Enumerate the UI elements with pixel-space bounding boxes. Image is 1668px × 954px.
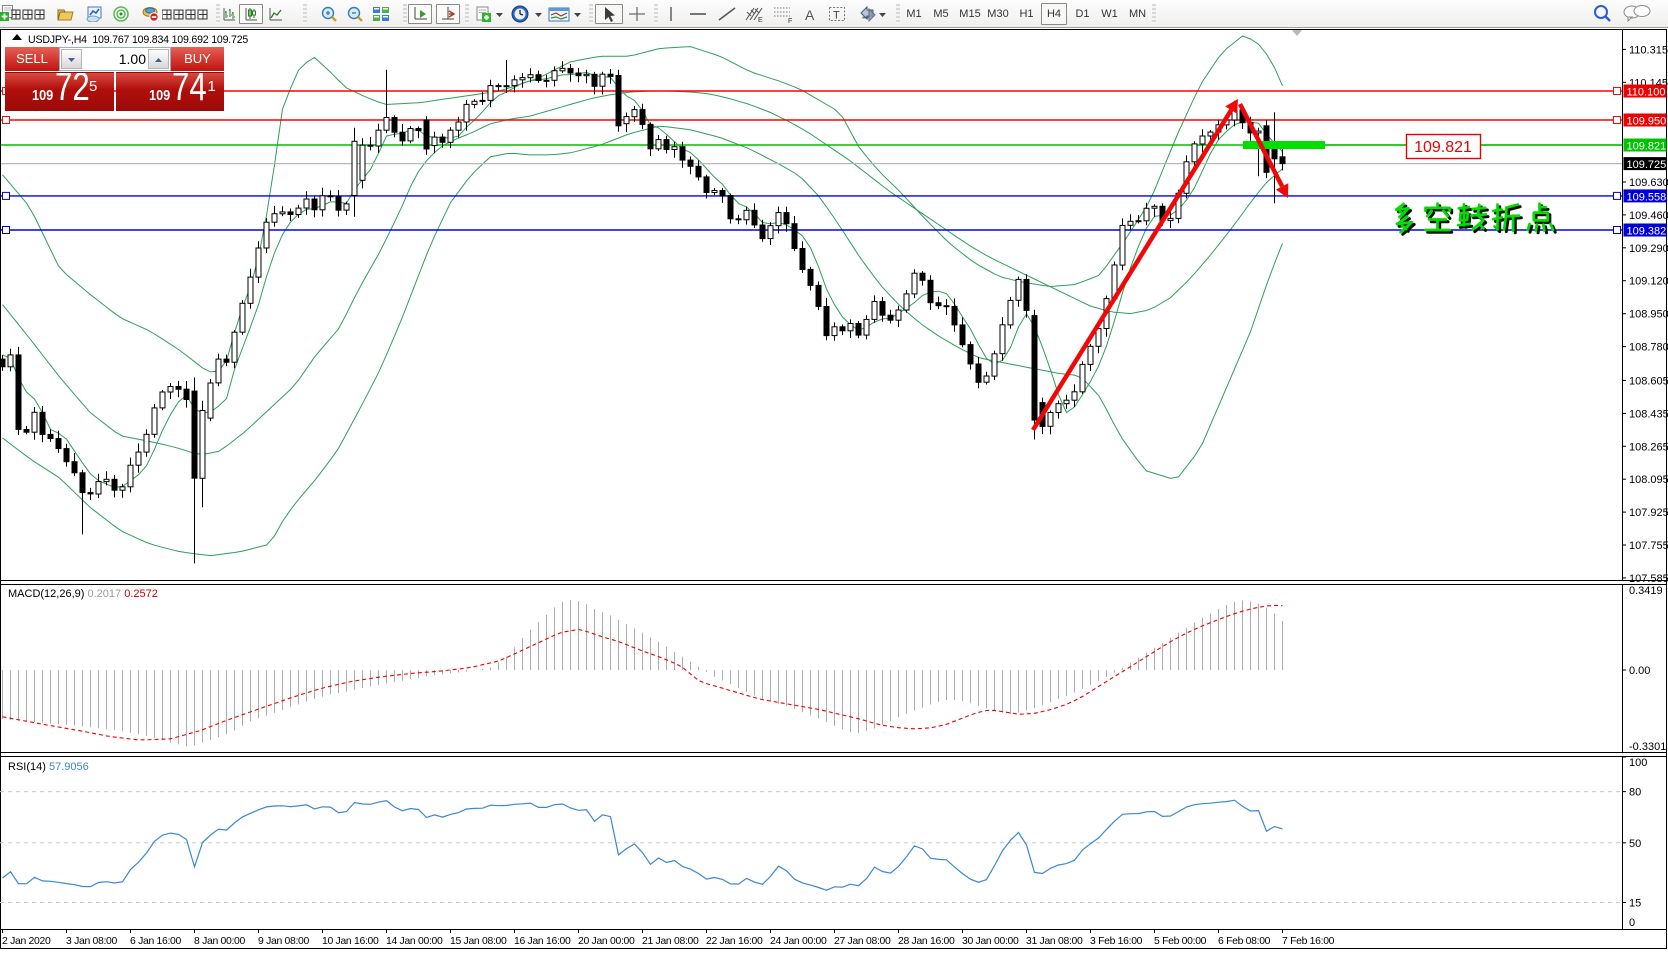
svg-text:80: 80 xyxy=(1629,787,1641,799)
svg-text:0.3419: 0.3419 xyxy=(1629,585,1663,597)
svg-text:6 Feb 08:00: 6 Feb 08:00 xyxy=(1218,936,1271,947)
svg-text:109.821: 109.821 xyxy=(1414,139,1472,156)
svg-text:110.315: 110.315 xyxy=(1629,44,1668,56)
svg-text:RSI(14) 57.9056: RSI(14) 57.9056 xyxy=(8,761,89,773)
svg-text:0: 0 xyxy=(1629,917,1635,929)
svg-text:108.605: 108.605 xyxy=(1629,375,1668,387)
svg-text:30 Jan 00:00: 30 Jan 00:00 xyxy=(962,936,1019,947)
svg-text:108.435: 108.435 xyxy=(1629,408,1668,420)
svg-text:109.821: 109.821 xyxy=(1627,141,1667,153)
svg-text:9 Jan 08:00: 9 Jan 08:00 xyxy=(258,936,310,947)
svg-text:A: A xyxy=(805,7,815,23)
svg-text:50: 50 xyxy=(1629,838,1641,850)
svg-text:109.630: 109.630 xyxy=(1629,177,1668,189)
svg-text:10 Jan 16:00: 10 Jan 16:00 xyxy=(322,936,379,947)
svg-text:108.950: 108.950 xyxy=(1629,309,1668,321)
svg-text:110.100: 110.100 xyxy=(1627,87,1666,99)
svg-text:24 Jan 00:00: 24 Jan 00:00 xyxy=(770,936,827,947)
svg-text:MACD(12,26,9) 0.2017 0.2572: MACD(12,26,9) 0.2017 0.2572 xyxy=(8,588,158,600)
svg-text:3 Jan 08:00: 3 Jan 08:00 xyxy=(66,936,118,947)
svg-text:108.780: 108.780 xyxy=(1629,342,1668,354)
svg-text:7 Feb 16:00: 7 Feb 16:00 xyxy=(1282,936,1335,947)
svg-text:108.095: 108.095 xyxy=(1629,474,1668,486)
svg-text:USDJPY-,H4 109.767 109.834 10: USDJPY-,H4 109.767 109.834 109.692 109.7… xyxy=(28,34,248,46)
svg-text:5 Feb 00:00: 5 Feb 00:00 xyxy=(1154,936,1207,947)
svg-text:109.725: 109.725 xyxy=(1627,159,1667,171)
svg-text:2 Jan 2020: 2 Jan 2020 xyxy=(2,936,51,947)
svg-text:27 Jan 08:00: 27 Jan 08:00 xyxy=(834,936,891,947)
svg-text:107.585: 107.585 xyxy=(1629,573,1668,585)
svg-text:108.265: 108.265 xyxy=(1629,441,1668,453)
svg-text:22 Jan 16:00: 22 Jan 16:00 xyxy=(706,936,763,947)
svg-text:109.120: 109.120 xyxy=(1629,276,1668,288)
svg-text:T: T xyxy=(833,10,840,22)
svg-text:16 Jan 16:00: 16 Jan 16:00 xyxy=(514,936,571,947)
svg-text:109.382: 109.382 xyxy=(1627,226,1667,238)
svg-text:F: F xyxy=(788,18,792,24)
svg-text:8 Jan 00:00: 8 Jan 00:00 xyxy=(194,936,246,947)
svg-text:109.460: 109.460 xyxy=(1629,210,1668,222)
svg-text:109.950: 109.950 xyxy=(1627,116,1667,128)
svg-text:0.00: 0.00 xyxy=(1629,665,1650,677)
svg-text:6 Jan 16:00: 6 Jan 16:00 xyxy=(130,936,182,947)
svg-text:3 Feb 16:00: 3 Feb 16:00 xyxy=(1090,936,1143,947)
svg-text:31 Jan 08:00: 31 Jan 08:00 xyxy=(1026,936,1083,947)
svg-text:15 Jan 08:00: 15 Jan 08:00 xyxy=(450,936,507,947)
svg-text:14 Jan 00:00: 14 Jan 00:00 xyxy=(386,936,443,947)
svg-text:E: E xyxy=(758,17,763,24)
svg-text:109.558: 109.558 xyxy=(1627,191,1667,203)
svg-text:100: 100 xyxy=(1629,757,1647,769)
svg-text:107.925: 107.925 xyxy=(1629,507,1668,519)
svg-text:107.755: 107.755 xyxy=(1629,540,1668,552)
svg-text:20 Jan 00:00: 20 Jan 00:00 xyxy=(578,936,635,947)
svg-text:21 Jan 08:00: 21 Jan 08:00 xyxy=(642,936,699,947)
svg-text:28 Jan 16:00: 28 Jan 16:00 xyxy=(898,936,955,947)
svg-text:-0.3301: -0.3301 xyxy=(1629,741,1666,753)
svg-text:15: 15 xyxy=(1629,898,1641,910)
svg-text:109.290: 109.290 xyxy=(1629,243,1668,255)
